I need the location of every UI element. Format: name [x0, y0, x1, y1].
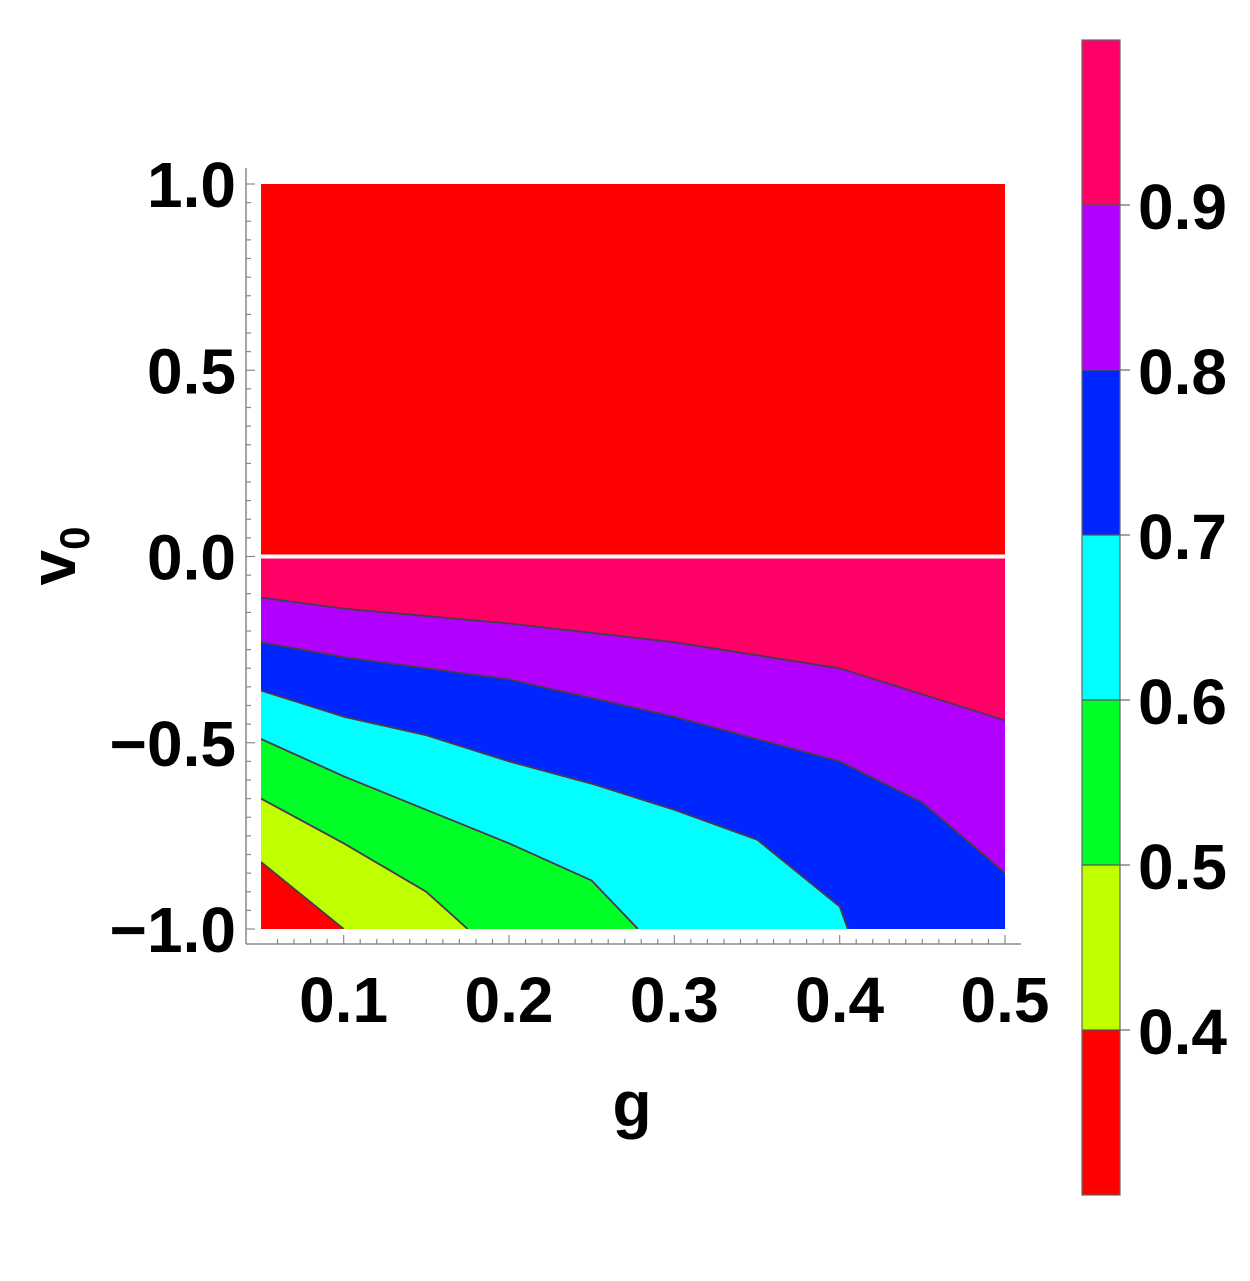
y-tick-label: 0.5	[147, 335, 236, 407]
colorbar-segment	[1082, 865, 1120, 1030]
colorbar: 0.4 0.5 0.6 0.7 0.8 0.9	[1081, 39, 1227, 1196]
y-axis-label: v0	[17, 527, 98, 586]
y-axis-label-subscript: 0	[51, 527, 98, 550]
colorbar-segment	[1082, 1030, 1120, 1195]
y-axis-ticks: 1.0 0.5 0.0 −0.5 −1.0	[110, 149, 255, 966]
colorbar-tick-label: 0.8	[1138, 336, 1227, 408]
colorbar-segment	[1082, 40, 1120, 205]
y-tick-label: 1.0	[147, 149, 236, 221]
contour-lines	[261, 596, 1005, 929]
contour-bands	[261, 556, 1005, 929]
colorbar-segment	[1082, 700, 1120, 865]
y-tick-label: −1.0	[110, 894, 236, 966]
colorbar-tick-label: 0.6	[1138, 666, 1227, 738]
colorbar-tick-label: 0.9	[1138, 171, 1227, 243]
contour-line-0.8	[261, 641, 1005, 874]
colorbar-segment	[1082, 535, 1120, 700]
upper-region	[261, 184, 1005, 559]
svg-text:v0: v0	[17, 527, 98, 586]
colorbar-segment	[1082, 205, 1120, 370]
contour-line-0.5	[261, 797, 469, 929]
contour-line-0.6	[261, 738, 639, 929]
colorbar-frame	[1081, 39, 1121, 1196]
x-axis-ticks: 0.1 0.2 0.3 0.4 0.5	[276, 935, 1050, 1036]
upper-region-fill	[261, 184, 1005, 555]
contour-line-0.4	[261, 861, 345, 929]
x-tick-label: 0.4	[795, 964, 884, 1036]
x-axis-label: g	[612, 1068, 651, 1140]
x-tick-label: 0.5	[961, 964, 1050, 1036]
colorbar-tick-label: 0.7	[1138, 501, 1227, 573]
x-tick-label: 0.2	[465, 964, 554, 1036]
y-tick-label: −0.5	[110, 708, 236, 780]
colorbar-tick-label: 0.5	[1138, 831, 1227, 903]
band-1	[261, 798, 468, 929]
y-axis-label-main: v	[17, 549, 89, 585]
contour-line-0.7	[261, 689, 849, 929]
y-tick-label: 0.0	[147, 522, 236, 594]
colorbar-tick-label: 0.4	[1138, 996, 1227, 1068]
colorbar-segment	[1082, 370, 1120, 535]
contour-line-0.9	[261, 596, 1005, 722]
x-tick-label: 0.3	[630, 964, 719, 1036]
x-tick-label: 0.1	[299, 964, 388, 1036]
